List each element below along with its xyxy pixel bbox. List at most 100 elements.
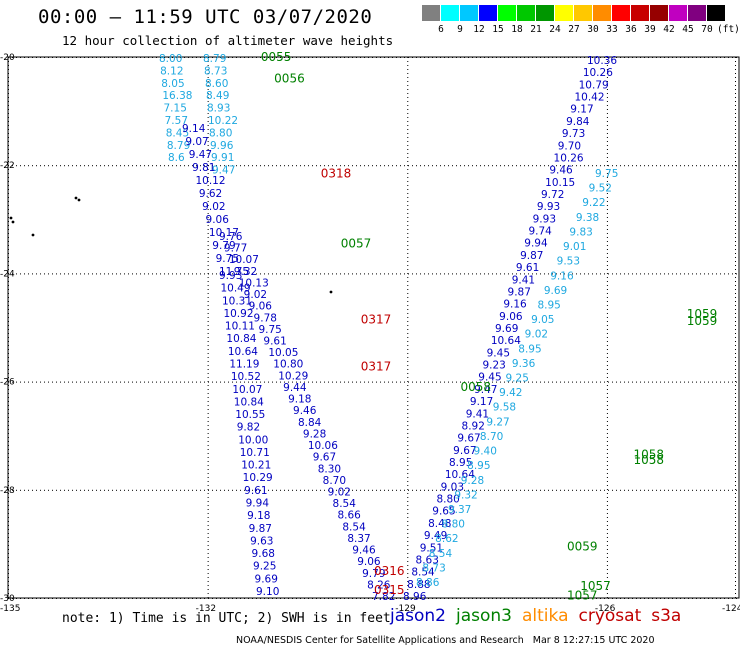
lat-grid-dot [68, 598, 69, 599]
swh-value-label: 10.92 [223, 308, 253, 320]
pass-time-label: 1059 [687, 314, 718, 328]
swh-value-label: 10.36 [587, 55, 617, 67]
lat-grid-dot [664, 165, 665, 167]
lat-grid-dot [272, 273, 273, 275]
lat-grid-dot [644, 165, 645, 167]
lat-grid-dot [560, 489, 561, 491]
color-swatch [479, 5, 497, 21]
lat-grid-dot [324, 165, 325, 167]
lon-grid-dot [735, 289, 736, 290]
lon-grid-dot [606, 569, 608, 570]
lon-grid-dot [606, 77, 608, 78]
lon-grid-dot [207, 577, 209, 578]
swh-value-label: 9.83 [569, 226, 592, 238]
lat-grid-dot [700, 57, 701, 58]
lat-grid-dot [428, 273, 429, 275]
lat-grid-dot [592, 273, 593, 275]
lat-grid-dot [96, 165, 97, 167]
lat-grid-dot [368, 598, 369, 599]
lat-grid-dot [724, 165, 725, 167]
lat-grid-dot [440, 165, 441, 167]
lat-grid-dot [132, 381, 133, 383]
lat-grid-dot [628, 165, 629, 167]
lon-grid-dot [8, 157, 9, 158]
lat-grid-dot [452, 57, 453, 58]
lat-grid-dot [444, 57, 445, 58]
lon-grid-dot [735, 157, 736, 158]
lon-grid-dot [407, 121, 409, 122]
lat-grid-dot [120, 598, 121, 599]
lat-grid-dot [216, 165, 217, 167]
lon-grid-dot [606, 173, 608, 174]
lat-grid-dot [596, 489, 597, 491]
lat-grid-dot [684, 489, 685, 491]
lon-grid-dot [606, 197, 608, 198]
lat-grid-dot [712, 57, 713, 58]
lat-grid-dot [468, 273, 469, 275]
lat-grid-dot [44, 273, 45, 275]
lon-grid-dot [735, 389, 736, 390]
lon-grid-dot [8, 149, 9, 150]
lon-grid-dot [735, 81, 736, 82]
lat-grid-dot [332, 165, 333, 167]
lon-grid-dot [606, 421, 608, 422]
lat-grid-dot [136, 381, 137, 383]
pass-time-label: 0057 [341, 237, 372, 251]
color-scale-tick: 15 [492, 24, 504, 35]
lat-grid-dot [380, 273, 381, 275]
lon-grid-dot [735, 541, 736, 542]
lat-grid-dot [300, 57, 301, 58]
lat-grid-dot [236, 381, 237, 383]
swh-value-label: 10.15 [545, 177, 575, 189]
lon-grid-dot [735, 517, 736, 518]
lon-grid-dot [207, 345, 209, 346]
swh-value-label: 9.78 [254, 312, 277, 324]
lat-grid-dot [332, 489, 333, 491]
lat-grid-dot [244, 489, 245, 491]
lat-grid-dot [316, 598, 317, 599]
lon-grid-dot [606, 253, 608, 254]
lat-grid-dot [240, 273, 241, 275]
lon-grid-dot [8, 477, 9, 478]
lat-grid-dot [156, 598, 157, 599]
lon-grid-dot [8, 549, 9, 550]
lon-grid-dot [606, 533, 608, 534]
lat-grid-dot [320, 489, 321, 491]
lat-grid-dot [656, 381, 657, 383]
lon-grid-dot [606, 505, 608, 506]
lat-grid-dot [620, 273, 621, 275]
lat-grid-dot [108, 598, 109, 599]
lon-grid-dot [606, 425, 608, 426]
lat-grid-dot [404, 273, 405, 275]
lat-grid-dot [228, 489, 229, 491]
lat-grid-dot [420, 273, 421, 275]
lon-grid-dot [207, 161, 209, 162]
lat-grid-dot [412, 273, 413, 275]
lat-grid-dot [300, 273, 301, 275]
lat-grid-dot [68, 57, 69, 58]
lat-grid-dot [504, 57, 505, 58]
lat-grid-dot [88, 57, 89, 58]
lat-grid-dot [656, 57, 657, 58]
lat-grid-dot [604, 273, 605, 275]
lon-grid-dot [8, 441, 9, 442]
lat-grid-dot [428, 165, 429, 167]
lat-grid-dot [176, 165, 177, 167]
lon-grid-dot [407, 333, 409, 334]
lat-grid-dot [328, 489, 329, 491]
lat-grid-dot [64, 273, 65, 275]
lat-grid-dot [264, 598, 265, 599]
color-swatch [593, 5, 611, 21]
lon-grid-dot [207, 281, 209, 282]
lat-grid-dot [36, 598, 37, 599]
lat-grid-dot [460, 598, 461, 599]
lon-grid-dot [735, 485, 736, 486]
lat-grid-dot [16, 57, 17, 58]
lat-grid-dot [148, 57, 149, 58]
lon-grid-dot [407, 481, 409, 482]
lat-grid-dot [704, 381, 705, 383]
lat-grid-dot [540, 273, 541, 275]
lat-grid-dot [12, 489, 13, 491]
lon-grid-dot [606, 289, 608, 290]
lat-grid-dot [52, 273, 53, 275]
